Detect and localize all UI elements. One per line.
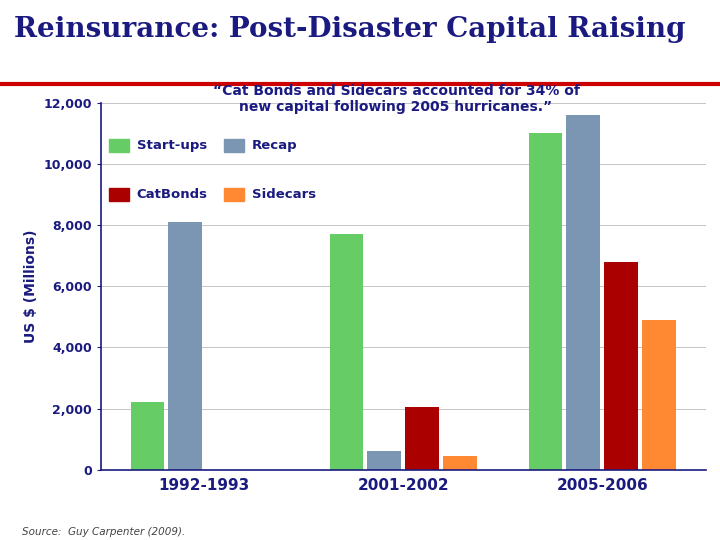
Bar <box>604 262 638 470</box>
Text: Reinsurance: Post-Disaster Capital Raising: Reinsurance: Post-Disaster Capital Raisi… <box>14 16 686 43</box>
Text: Source:  Guy Carpenter (2009).: Source: Guy Carpenter (2009). <box>22 527 185 537</box>
Text: CatBonds: CatBonds <box>137 188 207 201</box>
Bar <box>330 234 364 470</box>
Text: “Cat Bonds and Sidecars accounted for 34% of
new capital following 2005 hurrican: “Cat Bonds and Sidecars accounted for 34… <box>212 84 580 114</box>
Text: Recap: Recap <box>252 139 297 152</box>
Bar <box>168 222 202 470</box>
Bar <box>528 133 562 470</box>
Bar <box>443 456 477 470</box>
Bar <box>224 139 244 152</box>
Bar <box>367 451 401 470</box>
Bar <box>109 188 129 201</box>
Bar <box>109 139 129 152</box>
Text: Start-ups: Start-ups <box>137 139 207 152</box>
Bar <box>567 115 600 470</box>
Bar <box>642 320 676 470</box>
Y-axis label: US $ (Millions): US $ (Millions) <box>24 230 37 343</box>
Bar <box>130 402 164 470</box>
Bar <box>224 188 244 201</box>
Text: Sidecars: Sidecars <box>252 188 316 201</box>
Bar <box>405 407 439 470</box>
